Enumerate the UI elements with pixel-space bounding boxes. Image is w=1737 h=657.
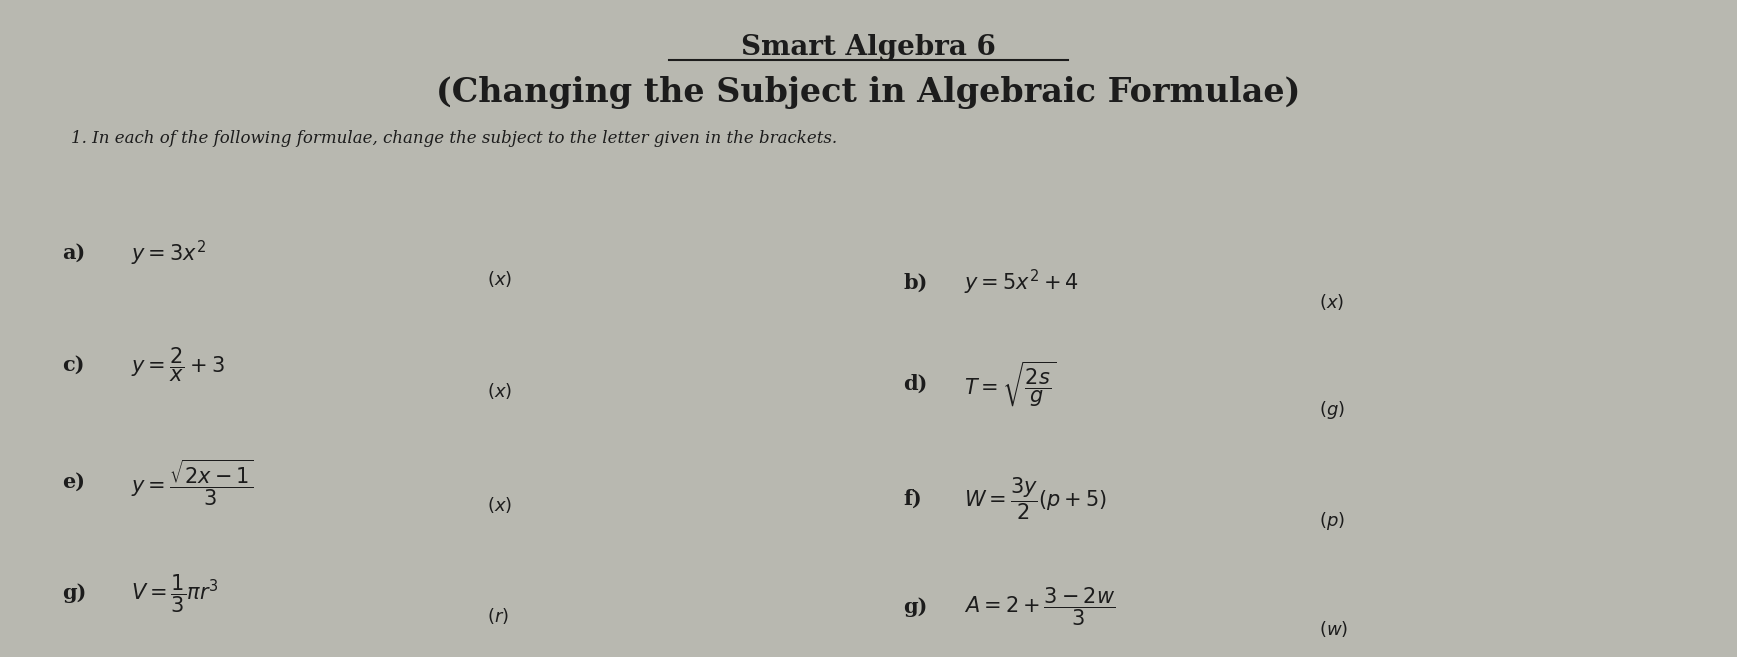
- Text: d): d): [903, 374, 928, 394]
- Text: $A = 2 + \dfrac{3-2w}{3}$: $A = 2 + \dfrac{3-2w}{3}$: [964, 585, 1115, 628]
- Text: $(g)$: $(g)$: [1320, 399, 1344, 421]
- Text: $(x)$: $(x)$: [486, 495, 512, 515]
- Text: g): g): [903, 597, 928, 616]
- Text: g): g): [63, 583, 87, 604]
- Text: (Changing the Subject in Algebraic Formulae): (Changing the Subject in Algebraic Formu…: [436, 76, 1301, 110]
- Text: $y = 5x^2 + 4$: $y = 5x^2 + 4$: [964, 268, 1079, 298]
- Text: $y = \dfrac{2}{x} + 3$: $y = \dfrac{2}{x} + 3$: [132, 345, 226, 384]
- Text: c): c): [63, 355, 85, 374]
- Text: $(p)$: $(p)$: [1320, 510, 1344, 532]
- Text: $W = \dfrac{3y}{2}(p + 5)$: $W = \dfrac{3y}{2}(p + 5)$: [964, 476, 1106, 522]
- Text: $y = 3x^2$: $y = 3x^2$: [132, 238, 207, 268]
- Text: f): f): [903, 489, 922, 509]
- Text: $(r)$: $(r)$: [486, 606, 509, 626]
- Text: $V = \dfrac{1}{3}\pi r^3$: $V = \dfrac{1}{3}\pi r^3$: [132, 572, 219, 615]
- Text: $T = \sqrt{\dfrac{2s}{g}}$: $T = \sqrt{\dfrac{2s}{g}}$: [964, 359, 1056, 409]
- Text: 1. In each of the following formulae, change the subject to the letter given in : 1. In each of the following formulae, ch…: [71, 130, 837, 147]
- Text: Smart Algebra 6: Smart Algebra 6: [742, 34, 995, 60]
- Text: $(x)$: $(x)$: [1320, 292, 1344, 312]
- Text: $(w)$: $(w)$: [1320, 620, 1348, 639]
- Text: $y = \dfrac{\sqrt{2x-1}}{3}$: $y = \dfrac{\sqrt{2x-1}}{3}$: [132, 457, 254, 508]
- Text: e): e): [63, 472, 85, 492]
- Text: $(x)$: $(x)$: [486, 269, 512, 290]
- Text: $(x)$: $(x)$: [486, 380, 512, 401]
- Text: b): b): [903, 273, 928, 293]
- Text: a): a): [63, 243, 85, 263]
